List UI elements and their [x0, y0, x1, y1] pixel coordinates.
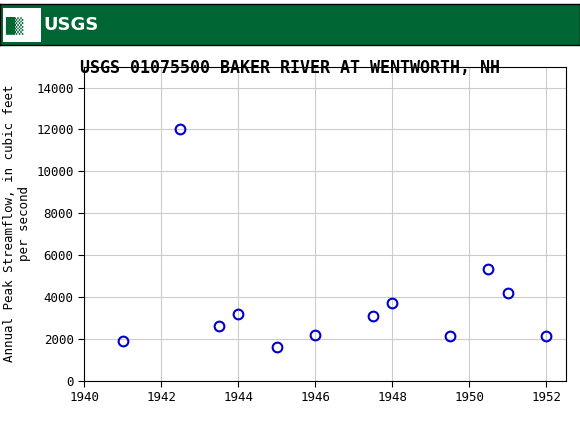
Bar: [3, 8, 41, 42]
Text: USGS: USGS: [44, 16, 99, 34]
Text: █▒: █▒: [5, 16, 23, 34]
Text: USGS 01075500 BAKER RIVER AT WENTWORTH, NH: USGS 01075500 BAKER RIVER AT WENTWORTH, …: [80, 59, 500, 77]
Y-axis label: Annual Peak Streamflow, in cubic feet
per second: Annual Peak Streamflow, in cubic feet pe…: [3, 85, 31, 362]
